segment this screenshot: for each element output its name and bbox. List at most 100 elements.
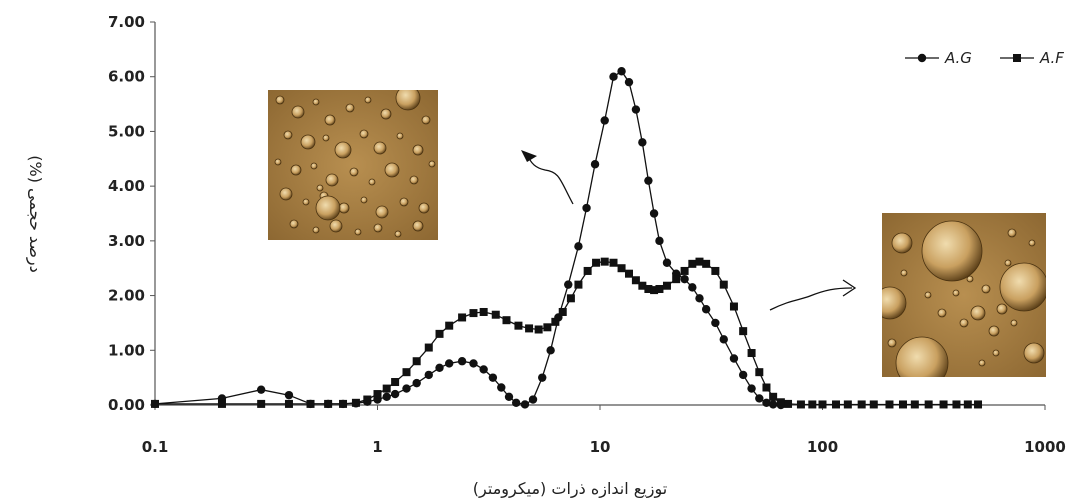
legend: A.G A.F — [905, 49, 1064, 67]
data-point — [525, 324, 534, 333]
y-tick-label: 2.00 — [108, 287, 145, 305]
droplet — [996, 303, 1008, 315]
droplet — [409, 175, 419, 185]
data-point — [869, 400, 878, 409]
data-point — [701, 305, 711, 314]
data-point — [497, 383, 506, 392]
droplet — [412, 144, 424, 156]
data-point — [776, 398, 785, 407]
data-point — [617, 264, 626, 273]
data-point — [768, 400, 778, 409]
micrograph-small-droplets — [268, 90, 438, 240]
data-point — [650, 286, 659, 295]
legend-item: A.G — [905, 49, 972, 67]
droplet — [290, 164, 302, 176]
y-tick-label: 5.00 — [108, 122, 145, 140]
droplet — [384, 162, 400, 178]
arrow-to-micrograph-small — [527, 154, 574, 205]
x-tick-label: 0.1 — [142, 438, 169, 456]
x-tick-label: 100 — [807, 438, 838, 456]
data-point — [729, 302, 738, 311]
droplet — [315, 195, 341, 221]
droplet — [891, 232, 913, 254]
data-point — [412, 378, 421, 388]
droplet — [368, 178, 376, 186]
droplet — [279, 187, 293, 201]
data-point — [564, 280, 573, 289]
droplet — [988, 325, 1000, 337]
droplet — [329, 219, 343, 233]
data-point — [306, 399, 315, 408]
data-point — [382, 384, 391, 393]
droplet — [952, 289, 960, 297]
data-point — [747, 384, 756, 393]
legend-marker — [917, 53, 927, 63]
droplet — [274, 158, 282, 166]
data-point — [624, 77, 634, 87]
data-point — [391, 378, 400, 387]
droplet — [1023, 342, 1045, 364]
legend-marker — [1013, 54, 1021, 62]
data-point — [590, 160, 600, 169]
legend-label: A.G — [944, 49, 972, 67]
data-point — [662, 258, 672, 267]
legend-item: A.F — [1000, 49, 1064, 67]
data-point — [762, 383, 771, 392]
annotation-arrows — [521, 150, 857, 311]
micrograph-large-droplets — [882, 213, 1046, 377]
data-point — [952, 400, 961, 409]
droplet — [360, 196, 368, 204]
data-point — [702, 259, 711, 268]
data-point — [843, 400, 852, 409]
data-point — [435, 363, 444, 372]
droplet — [310, 162, 318, 170]
data-point — [808, 400, 817, 409]
droplet — [375, 205, 389, 219]
data-point — [796, 400, 805, 409]
data-point — [609, 258, 618, 267]
ticks: 0.00 1.00 2.00 3.00 4.00 5.00 6.00 7.00 0.1 1 10 10… — [108, 13, 1066, 456]
data-point — [672, 275, 681, 284]
data-point — [373, 390, 382, 399]
droplet — [373, 223, 383, 233]
data-point — [739, 327, 748, 336]
y-tick-label: 7.00 — [108, 13, 145, 31]
droplet — [380, 108, 392, 120]
data-point — [402, 384, 411, 393]
data-point — [217, 399, 226, 408]
droplet — [345, 103, 355, 113]
data-point — [504, 392, 514, 401]
data-point — [284, 399, 293, 408]
data-point — [566, 294, 575, 303]
droplet — [395, 90, 421, 111]
data-point — [924, 400, 933, 409]
data-point — [939, 400, 948, 409]
data-point — [655, 285, 664, 294]
data-point — [558, 307, 567, 316]
data-point — [755, 368, 764, 377]
data-point — [885, 400, 894, 409]
droplet — [325, 173, 339, 187]
data-point — [402, 368, 411, 377]
data-point — [762, 398, 771, 408]
data-point — [491, 310, 500, 319]
data-point — [469, 309, 478, 318]
data-point — [688, 259, 697, 268]
droplet — [300, 134, 316, 150]
data-point — [631, 276, 640, 285]
droplet — [302, 198, 310, 206]
data-point — [543, 323, 552, 332]
data-point — [574, 280, 583, 289]
droplet — [900, 269, 908, 277]
data-point — [574, 242, 583, 251]
data-point — [738, 370, 748, 380]
data-point — [479, 365, 488, 374]
data-point — [600, 257, 609, 266]
droplet — [921, 220, 983, 282]
data-point — [435, 329, 444, 338]
data-point — [655, 236, 664, 246]
data-point — [479, 307, 488, 316]
data-point — [644, 285, 653, 294]
data-point — [339, 399, 348, 408]
